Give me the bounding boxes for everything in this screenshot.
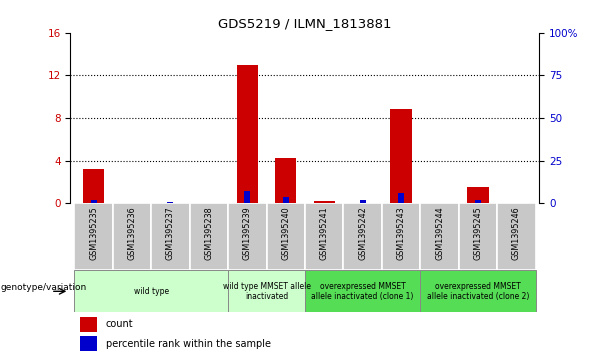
Text: GSM1395239: GSM1395239 — [243, 207, 252, 260]
Bar — [475, 200, 481, 203]
Bar — [74, 203, 113, 270]
Bar — [237, 65, 258, 203]
Text: GSM1395238: GSM1395238 — [204, 207, 213, 260]
Bar — [360, 200, 365, 203]
Bar — [305, 270, 421, 312]
Bar — [314, 201, 335, 203]
Bar — [390, 110, 412, 203]
Bar — [283, 197, 289, 203]
Text: GSM1395241: GSM1395241 — [320, 207, 329, 260]
Bar — [228, 270, 305, 312]
Bar — [91, 200, 96, 203]
Text: GSM1395244: GSM1395244 — [435, 207, 444, 260]
Bar — [74, 270, 228, 312]
Text: overexpressed MMSET
allele inactivated (clone 2): overexpressed MMSET allele inactivated (… — [427, 282, 529, 301]
Bar — [497, 203, 536, 270]
Bar — [83, 169, 104, 203]
Title: GDS5219 / ILMN_1813881: GDS5219 / ILMN_1813881 — [218, 17, 392, 30]
Bar — [228, 203, 267, 270]
Bar — [189, 203, 228, 270]
Text: GSM1395242: GSM1395242 — [358, 207, 367, 260]
Bar — [305, 203, 343, 270]
Bar — [421, 203, 459, 270]
Text: GSM1395237: GSM1395237 — [166, 207, 175, 260]
Text: genotype/variation: genotype/variation — [1, 283, 87, 292]
Text: percentile rank within the sample: percentile rank within the sample — [105, 339, 271, 349]
Bar — [343, 203, 382, 270]
Bar — [421, 270, 536, 312]
Bar — [245, 191, 250, 203]
Bar — [267, 203, 305, 270]
Text: overexpressed MMSET
allele inactivated (clone 1): overexpressed MMSET allele inactivated (… — [311, 282, 414, 301]
Text: wild type MMSET allele
inactivated: wild type MMSET allele inactivated — [223, 282, 311, 301]
Bar — [80, 336, 97, 351]
Text: GSM1395243: GSM1395243 — [397, 207, 406, 260]
Text: wild type: wild type — [134, 287, 169, 296]
Bar — [459, 203, 497, 270]
Bar — [398, 193, 404, 203]
Bar — [467, 187, 489, 203]
Bar — [80, 317, 97, 332]
Bar — [275, 159, 296, 203]
Bar — [382, 203, 421, 270]
Bar — [151, 203, 189, 270]
Bar — [113, 203, 151, 270]
Text: GSM1395240: GSM1395240 — [281, 207, 290, 260]
Text: GSM1395235: GSM1395235 — [89, 207, 98, 260]
Bar — [167, 202, 173, 203]
Text: GSM1395246: GSM1395246 — [512, 207, 521, 260]
Text: GSM1395245: GSM1395245 — [473, 207, 482, 260]
Text: count: count — [105, 319, 133, 329]
Text: GSM1395236: GSM1395236 — [128, 207, 137, 260]
